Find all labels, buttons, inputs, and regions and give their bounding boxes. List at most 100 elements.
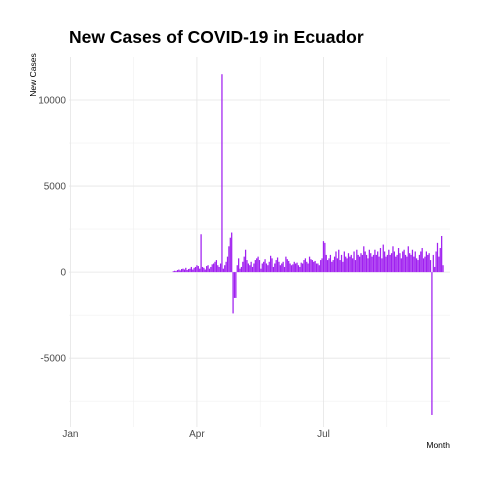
bar [424, 256, 426, 273]
bar [367, 258, 369, 273]
bar [360, 253, 362, 273]
bar [182, 268, 184, 273]
x-tick-label: Apr [189, 429, 205, 440]
bar [263, 261, 265, 273]
bar [365, 254, 368, 273]
bar [186, 270, 188, 273]
bar [206, 266, 208, 273]
bar [384, 251, 386, 273]
bar [276, 257, 279, 273]
bar [345, 256, 347, 273]
bar [313, 261, 315, 273]
bar [379, 248, 382, 273]
bar [229, 237, 231, 273]
bar [303, 260, 305, 273]
bar [363, 246, 365, 273]
bar [238, 258, 240, 273]
bar [402, 251, 404, 273]
bar [442, 265, 444, 273]
bar [286, 259, 288, 273]
bar [272, 266, 275, 273]
bar [219, 263, 222, 273]
bar [240, 266, 243, 273]
bar [215, 260, 218, 273]
bar [422, 258, 425, 273]
bar [414, 251, 416, 273]
bar [233, 272, 236, 298]
bar [325, 254, 327, 273]
bar [368, 249, 370, 273]
bar [243, 256, 245, 273]
bar [179, 270, 181, 273]
bar [432, 254, 434, 273]
bar [232, 272, 234, 314]
bar [175, 271, 177, 273]
bar [397, 248, 400, 273]
bar [256, 258, 258, 273]
bar [431, 272, 433, 415]
bar [347, 253, 350, 273]
bar [235, 272, 237, 298]
bar [322, 241, 325, 273]
bar [264, 259, 266, 273]
bar [271, 258, 273, 273]
bar [340, 254, 343, 273]
bar [281, 263, 283, 273]
y-tick-label: 5000 [44, 182, 67, 193]
bar [258, 260, 261, 273]
bar [349, 256, 351, 273]
bar [327, 260, 329, 273]
bar [389, 254, 391, 273]
bar [315, 263, 318, 273]
bar [321, 258, 323, 273]
bar [385, 256, 387, 273]
bar [357, 254, 359, 273]
bar [221, 74, 223, 273]
bar [295, 263, 297, 273]
bar [176, 270, 179, 273]
bar [270, 255, 272, 273]
bar [343, 251, 345, 273]
bar [299, 266, 301, 273]
bar [434, 266, 436, 273]
bar [212, 263, 215, 273]
bar [293, 261, 295, 273]
bar [354, 260, 357, 273]
bar [292, 264, 294, 273]
bar [371, 256, 373, 273]
bar [203, 267, 205, 273]
bar [189, 268, 191, 273]
bar [370, 253, 372, 273]
grid [69, 57, 450, 427]
bar [172, 271, 174, 273]
bar [211, 264, 213, 273]
bar [247, 263, 249, 273]
bar [253, 263, 255, 273]
bar [329, 254, 332, 273]
bar [352, 258, 354, 273]
bar [239, 268, 241, 273]
bar [314, 260, 316, 273]
bar [411, 249, 414, 273]
bar [392, 246, 394, 273]
bar [404, 254, 407, 273]
bar [250, 261, 252, 273]
bar [393, 251, 395, 273]
bars [172, 74, 444, 415]
bar [225, 261, 227, 273]
bar [358, 256, 361, 273]
bar [378, 256, 380, 273]
bar [350, 254, 352, 273]
bar [317, 263, 319, 273]
x-tick-label: Jul [317, 429, 330, 440]
bar [403, 249, 405, 273]
bar [427, 254, 429, 273]
bar [249, 265, 251, 273]
bar [382, 244, 384, 273]
bar [400, 258, 402, 273]
bar [310, 259, 312, 273]
bar [261, 263, 263, 273]
bar [439, 248, 441, 273]
bar [311, 260, 313, 273]
